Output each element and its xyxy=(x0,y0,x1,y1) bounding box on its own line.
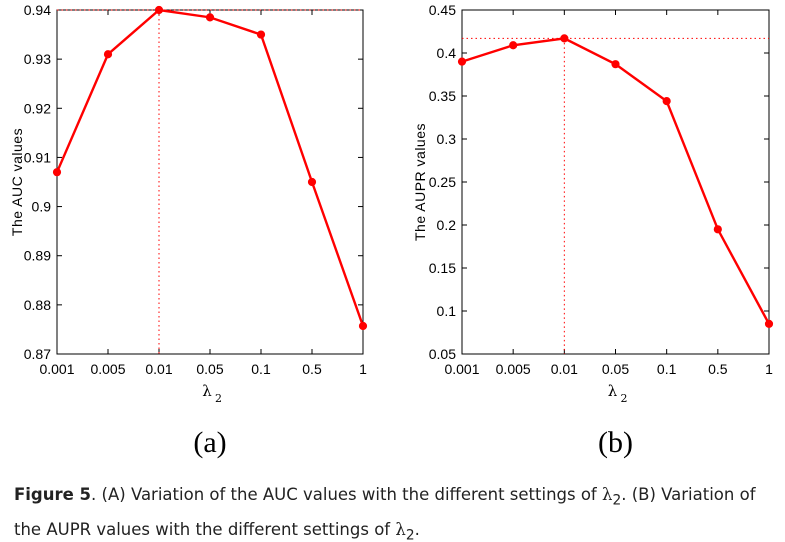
caption-figure-label: Figure 5 xyxy=(14,485,92,504)
y-tick-label: 0.92 xyxy=(24,100,51,116)
x-tick-label: 0.001 xyxy=(39,361,74,377)
x-tick-label: 0.5 xyxy=(302,361,322,377)
plot-frame-a xyxy=(56,9,364,355)
data-point xyxy=(560,34,569,43)
panel-label: (b) xyxy=(598,426,633,459)
x-tick-label: 0.1 xyxy=(657,361,677,377)
data-point xyxy=(256,30,266,39)
x-axis-label: λ xyxy=(608,382,618,400)
y-tick-label: 0.91 xyxy=(24,149,51,165)
aupr-chart: 0.050.10.150.20.250.30.350.40.450.001 0.0… xyxy=(412,2,774,459)
x-axis-label-subscript: 2 xyxy=(215,392,222,405)
y-tick-label: 0.25 xyxy=(429,174,456,190)
caption-text-b: . (B) Variation of the AUPR values with … xyxy=(14,485,756,540)
y-tick-label: 0.4 xyxy=(437,45,457,61)
x-tick-label: 1 xyxy=(765,361,773,377)
data-point xyxy=(611,60,620,69)
y-tick-label: 0.88 xyxy=(24,297,51,313)
x-tick-label: 0.001 xyxy=(444,361,479,377)
data-point xyxy=(205,13,215,22)
x-tick-label: 0.005 xyxy=(90,361,125,377)
caption-lambda-a: λ xyxy=(602,485,613,504)
panel-label: (a) xyxy=(193,426,226,459)
x-tick-label: 0.1 xyxy=(251,361,271,377)
y-tick-label: 0.1 xyxy=(437,303,457,319)
x-tick-label: 0.01 xyxy=(145,361,172,377)
series-line xyxy=(55,8,365,327)
data-point xyxy=(509,41,518,50)
x-tick-label: 0.5 xyxy=(708,361,728,377)
data-point xyxy=(457,57,467,66)
x-axis-label: λ xyxy=(202,382,212,400)
y-tick-label: 0.45 xyxy=(429,2,456,18)
y-axis-label: The AUC values xyxy=(9,128,25,236)
y-tick-label: 0.35 xyxy=(429,88,456,104)
x-tick-label: 0.05 xyxy=(602,361,629,377)
caption-lambda-b: λ xyxy=(395,520,406,540)
chart-panel-b: 0.05 0.1 0.15 0.2 0.25 0.3 0.35 0.4 0.45 0.001 0.0… xyxy=(392,0,785,460)
x-axis-label-subscript: 2 xyxy=(621,392,628,405)
data-point xyxy=(662,97,671,106)
data-point xyxy=(358,321,368,331)
data-point xyxy=(103,50,113,59)
x-tick-label: 0.01 xyxy=(551,361,578,377)
chart-panel-a: 0.87 0.88 0.89 0.9 0.91 0.92 0.93 0.94 0.001 0.00… xyxy=(0,0,392,460)
auc-chart: 0.87 0.88 0.89 0.9 0.91 0.92 0.93 0.94 0.001 0.00… xyxy=(9,2,368,459)
y-axis-label: The AUPR values xyxy=(412,123,428,241)
data-point xyxy=(154,5,164,15)
caption-subscript-a: 2 xyxy=(612,492,622,509)
data-point xyxy=(307,177,317,187)
y-tick-label: 0.3 xyxy=(437,131,457,147)
y-tick-label: 0.93 xyxy=(24,51,51,67)
series-line xyxy=(461,37,771,325)
data-point xyxy=(764,319,774,328)
figure-caption: Figure 5. (A) Variation of the AUC value… xyxy=(14,480,779,542)
x-tick-label: 0.005 xyxy=(496,361,531,377)
x-tick-label: 1 xyxy=(359,361,367,377)
y-tick-label: 0.89 xyxy=(24,248,51,264)
y-tick-label: 0.94 xyxy=(24,2,51,18)
x-tick-label: 0.05 xyxy=(196,361,223,377)
y-tick-label: 0.87 xyxy=(24,346,51,362)
data-point xyxy=(713,225,722,234)
y-tick-label: 0.15 xyxy=(429,260,456,276)
caption-text-a: . (A) Variation of the AUC values with t… xyxy=(91,485,602,504)
y-tick-label: 0.2 xyxy=(437,217,457,233)
caption-text-end: . xyxy=(414,520,420,540)
caption-subscript-b: 2 xyxy=(405,527,415,542)
y-tick-label: 0.05 xyxy=(429,346,456,362)
data-point xyxy=(52,168,62,177)
y-tick-label: 0.9 xyxy=(32,199,52,215)
